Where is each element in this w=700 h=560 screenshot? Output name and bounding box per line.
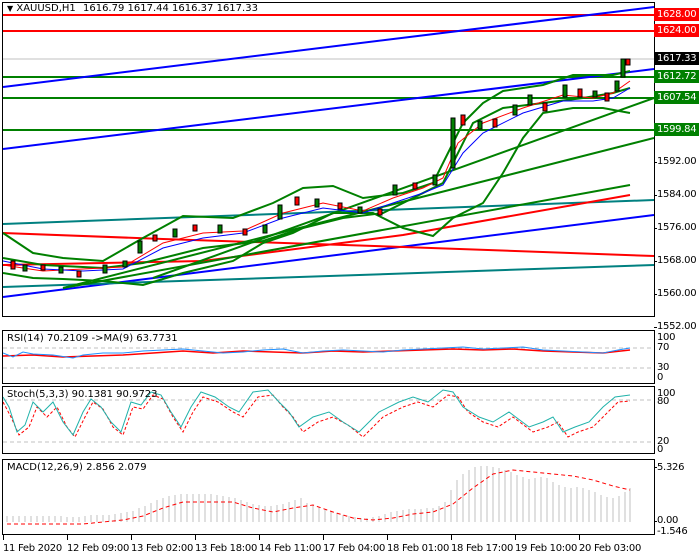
price-tick: 1560.00: [657, 288, 697, 299]
time-tick: [451, 535, 452, 540]
macd-level: 5.326: [657, 462, 685, 473]
macd-panel[interactable]: MACD(12,26,9) 2.856 2.079: [2, 459, 655, 535]
time-tick: [131, 535, 132, 540]
price-tick: 1584.00: [657, 189, 697, 200]
level-tag-1624: 1624.00: [654, 24, 699, 37]
axis-tick: [654, 521, 657, 522]
time-label: 13 Feb 18:00: [195, 543, 258, 554]
stoch-level: 0: [657, 444, 664, 455]
symbol-label: XAUUSD,H1: [16, 3, 76, 14]
candles: [10, 58, 631, 278]
time-label: 14 Feb 11:00: [259, 543, 322, 554]
axis-tick: [654, 195, 657, 196]
macd-histogram: [6, 466, 631, 522]
stoch-level: 80: [657, 396, 670, 407]
stoch-axis: 100 80 20 0: [654, 386, 700, 455]
time-label: 12 Feb 09:00: [67, 543, 130, 554]
rsi-level: 30: [657, 362, 670, 373]
price-tick: 1592.00: [657, 156, 697, 167]
macd-level: -1.546: [657, 526, 688, 537]
time-tick: [3, 535, 4, 540]
level-tag-1607: 1607.54: [654, 91, 699, 104]
axis-tick: [654, 261, 657, 262]
level-tag-1612: 1612.72: [654, 70, 699, 83]
stochastic-panel[interactable]: Stoch(5,3,3) 90.1381 90.9723: [2, 386, 655, 454]
time-label: 18 Feb 01:00: [387, 543, 450, 554]
rsi-axis: 100 70 30 0: [654, 330, 700, 383]
axis-tick: [654, 327, 657, 328]
price-tick: 1568.00: [657, 255, 697, 266]
level-tag-1628: 1628.00: [654, 8, 699, 21]
price-axis: 1628.00 1624.00 1620.00 1617.33 1612.72 …: [654, 2, 700, 332]
time-label: 19 Feb 10:00: [515, 543, 578, 554]
main-chart-panel[interactable]: ▼ XAUUSD,H1 1616.79 1617.44 1616.37 1617…: [2, 2, 655, 317]
rsi-level: 70: [657, 342, 670, 353]
macd-axis: 5.326 0.00 -1.546: [654, 459, 700, 537]
axis-tick: [654, 294, 657, 295]
stoch-title: Stoch(5,3,3) 90.1381 90.9723: [7, 389, 158, 400]
stoch-level: 100: [657, 388, 676, 399]
time-tick: [323, 535, 324, 540]
rsi-level: 100: [657, 332, 676, 343]
axis-tick: [654, 228, 657, 229]
ohlc-values: 1616.79 1617.44 1616.37 1617.33: [82, 3, 258, 14]
time-tick: [579, 535, 580, 540]
price-tick: 1576.00: [657, 222, 697, 233]
axis-tick: [654, 467, 657, 468]
time-tick: [67, 535, 68, 540]
rsi-title: RSI(14) 70.2109 ->MA(9) 63.7731: [7, 333, 178, 344]
time-label: 11 Feb 2020: [3, 543, 62, 554]
stoch-level: 20: [657, 436, 670, 447]
rsi-canvas: [3, 346, 654, 369]
axis-tick: [654, 162, 657, 163]
time-label: 20 Feb 03:00: [579, 543, 642, 554]
macd-title: MACD(12,26,9) 2.856 2.079: [7, 462, 147, 473]
time-tick: [195, 535, 196, 540]
stoch-canvas: [3, 389, 654, 443]
price-chart-canvas: [3, 6, 654, 298]
macd-level: 0.00: [657, 515, 679, 526]
time-label: 18 Feb 17:00: [451, 543, 514, 554]
time-label: 17 Feb 04:00: [323, 543, 386, 554]
macd-canvas: [6, 466, 631, 525]
rsi-level: 0: [657, 372, 664, 383]
price-tick: 1552.00: [657, 321, 697, 332]
time-label: 13 Feb 02:00: [131, 543, 194, 554]
triangle-down-icon[interactable]: ▼: [7, 4, 14, 13]
time-tick: [259, 535, 260, 540]
rsi-panel[interactable]: RSI(14) 70.2109 ->MA(9) 63.7731: [2, 330, 655, 384]
chart-header: ▼ XAUUSD,H1 1616.79 1617.44 1616.37 1617…: [7, 3, 258, 14]
level-tag-1599: 1599.84: [654, 123, 699, 136]
time-tick: [515, 535, 516, 540]
time-tick: [387, 535, 388, 540]
bid-price-tag: 1617.33: [654, 52, 699, 65]
